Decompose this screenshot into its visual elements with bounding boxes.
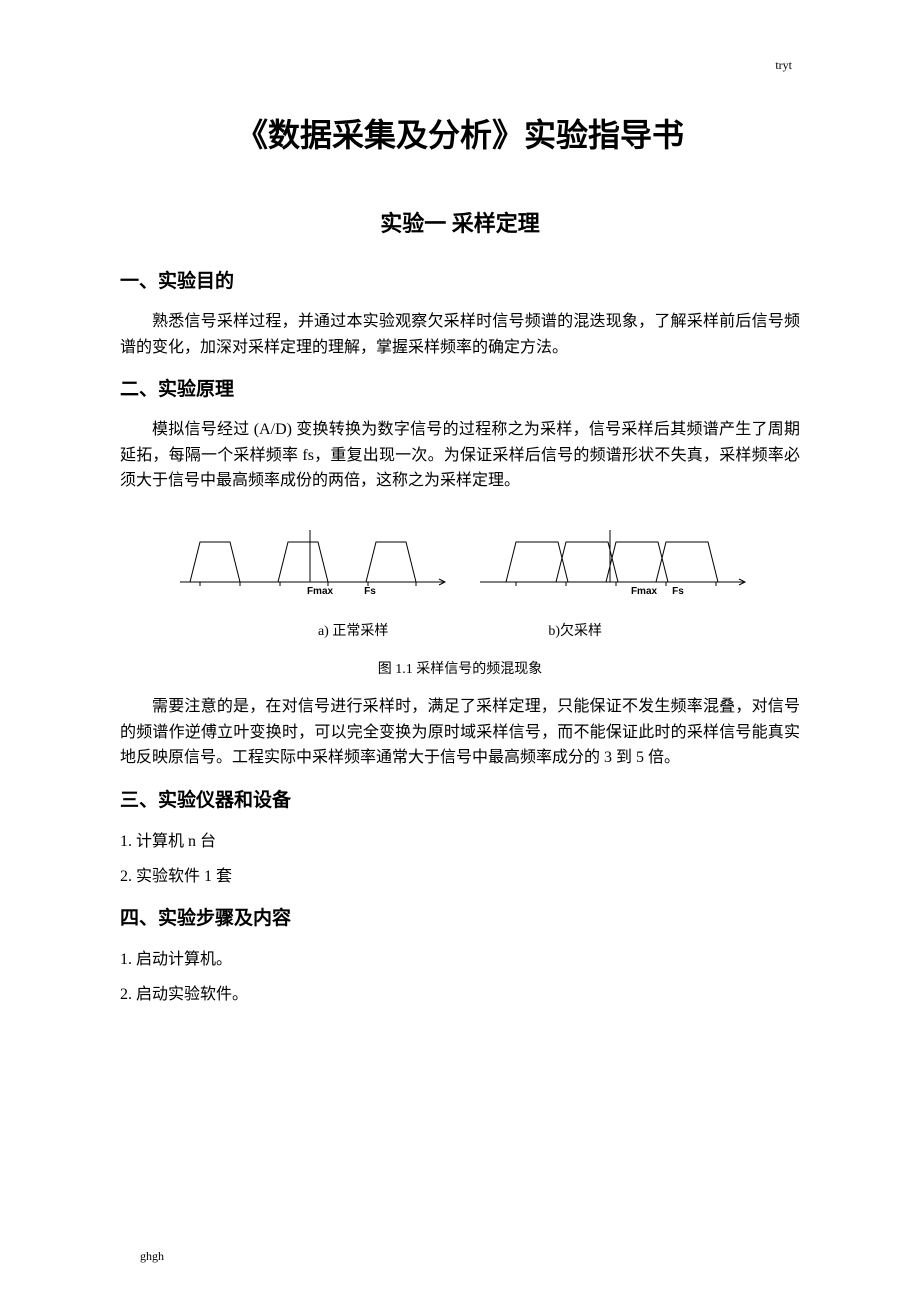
- section-2-p2: 需要注意的是，在对信号进行采样时，满足了采样定理，只能保证不发生频率混叠，对信号…: [120, 694, 800, 771]
- section-1-heading: 一、实验目的: [120, 266, 800, 293]
- footer-tag: ghgh: [140, 1249, 164, 1264]
- main-title: 《数据采集及分析》实验指导书: [120, 110, 800, 156]
- section-4-item2: 2. 启动实验软件。: [120, 981, 800, 1010]
- sub-title: 实验一 采样定理: [120, 206, 800, 238]
- diagram-b: Fmax Fs: [470, 522, 750, 600]
- figure-caption-row: a) 正常采样 b)欠采样: [120, 620, 800, 640]
- figure-container: Fmax Fs Fmax Fs a) 正常采样 b)欠采样 图 1.1 采样信号的频…: [120, 522, 800, 678]
- section-3-item2: 2. 实验软件 1 套: [120, 863, 800, 892]
- svg-text:Fmax: Fmax: [307, 586, 334, 597]
- page-container: tryt 《数据采集及分析》实验指导书 实验一 采样定理 一、实验目的 熟悉信号…: [0, 0, 920, 1056]
- section-2-heading: 二、实验原理: [120, 374, 800, 401]
- figure-row: Fmax Fs Fmax Fs: [120, 522, 800, 600]
- caption-a: a) 正常采样: [318, 620, 388, 640]
- header-tag: tryt: [775, 58, 792, 73]
- svg-text:Fs: Fs: [672, 586, 684, 597]
- caption-b: b)欠采样: [548, 620, 602, 640]
- figure-title: 图 1.1 采样信号的频混现象: [120, 658, 800, 678]
- section-4-item1: 1. 启动计算机。: [120, 946, 800, 975]
- section-2-p1: 模拟信号经过 (A/D) 变换转换为数字信号的过程称之为采样，信号采样后其频谱产…: [120, 417, 800, 494]
- diagram-a: Fmax Fs: [170, 522, 450, 600]
- section-3-heading: 三、实验仪器和设备: [120, 785, 800, 812]
- svg-text:Fmax: Fmax: [631, 586, 658, 597]
- section-3-item1: 1. 计算机 n 台: [120, 828, 800, 857]
- section-4-heading: 四、实验步骤及内容: [120, 903, 800, 930]
- svg-text:Fs: Fs: [364, 586, 376, 597]
- section-1-p1: 熟悉信号采样过程，并通过本实验观察欠采样时信号频谱的混迭现象，了解采样前后信号频…: [120, 309, 800, 360]
